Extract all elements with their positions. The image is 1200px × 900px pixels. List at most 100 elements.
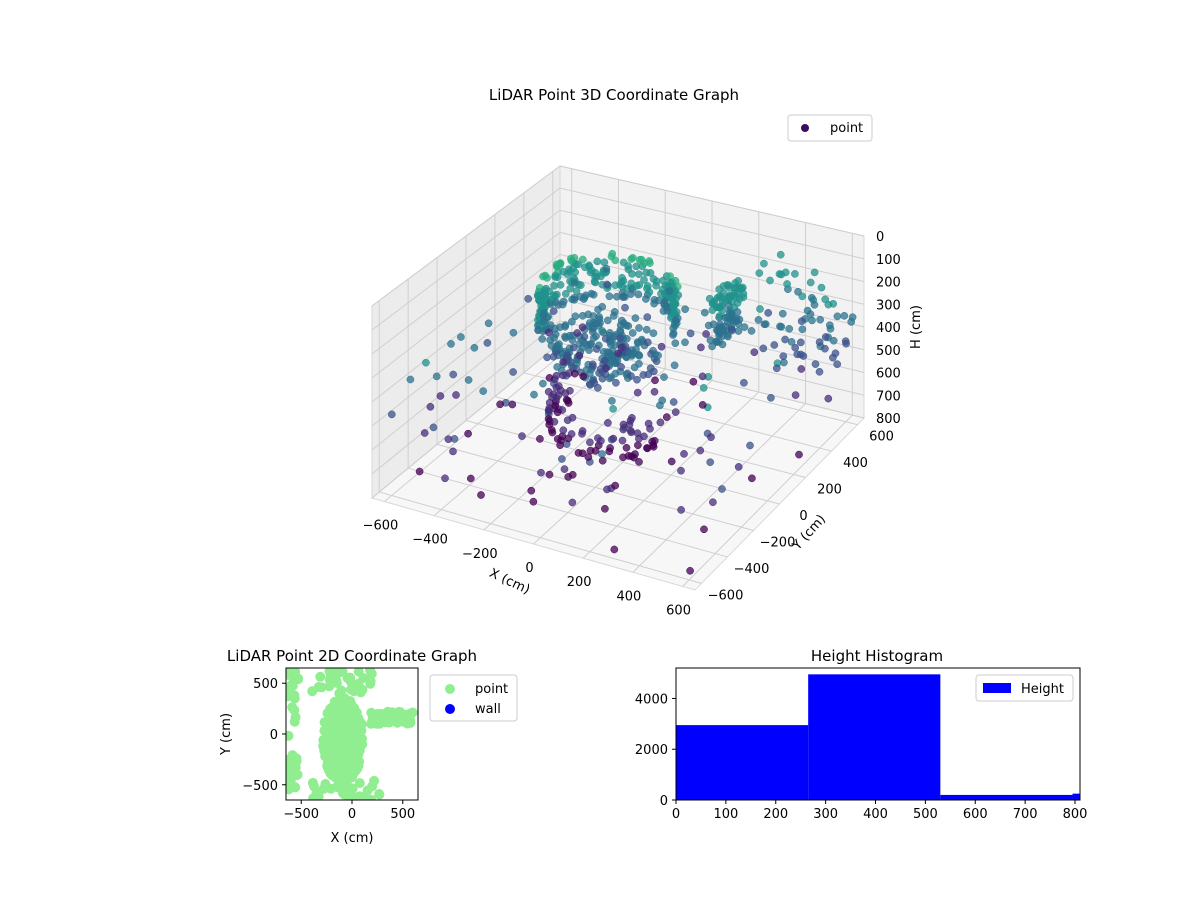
z-tick-3d-8: 800 [876, 412, 901, 427]
grid-left-z-100 [371, 187, 561, 331]
point-3d-245 [556, 259, 564, 268]
x-tick-3d-3: 0 [525, 561, 533, 576]
point-3d-691 [700, 308, 709, 317]
point-3d-665 [698, 401, 707, 409]
point-3d-361 [618, 436, 627, 445]
point-3d-34 [509, 328, 518, 337]
point-3d-425 [605, 331, 614, 340]
grid-left-z-300 [371, 231, 561, 379]
point-3d-783 [766, 276, 774, 285]
point-2d-444 [326, 678, 337, 689]
point-3d-32 [483, 339, 492, 347]
point-3d-489 [628, 329, 637, 337]
point-3d-397 [579, 372, 588, 381]
point-3d-473 [635, 359, 643, 368]
point-3d-457 [602, 364, 610, 373]
point-3d-787 [791, 391, 800, 399]
point-3d-185 [609, 405, 617, 413]
point-3d-749 [734, 277, 743, 285]
grid-back-z-300 [559, 231, 865, 305]
point-3d-790 [781, 268, 790, 277]
point-3d-488 [658, 396, 667, 405]
point-3d-282 [563, 396, 572, 405]
legend-label-point: point [830, 121, 863, 136]
scatter-2d-chart: LiDAR Point 2D Coordinate Graph −500 0 500… [219, 647, 518, 846]
scatter-3d-chart: LiDAR Point 3D Coordinate Graph −600 −400… [363, 86, 924, 618]
point-2d-445 [342, 673, 353, 684]
x-tick-hist-5: 500 [913, 807, 938, 822]
point-3d-823 [824, 394, 833, 403]
point-3d-466 [605, 292, 614, 301]
point-3d-653 [672, 294, 680, 303]
point-2d-415 [286, 682, 294, 693]
point-3d-537 [670, 361, 679, 370]
x-axis-label-2d: X (cm) [331, 831, 374, 846]
point-3d-511 [618, 273, 626, 282]
point-2d-375 [371, 718, 382, 729]
point-3d-520 [680, 450, 688, 458]
point-3d-308 [570, 253, 579, 262]
point-3d-575 [645, 288, 654, 296]
z-tick-3d-0: 0 [876, 230, 884, 245]
y-tick-2d-1: 0 [270, 728, 278, 743]
point-2d-416 [289, 690, 300, 701]
point-3d-715 [702, 330, 710, 338]
point-3d-98 [548, 428, 557, 437]
point-3d-657 [707, 433, 715, 442]
point-3d-544 [617, 343, 626, 352]
point-3d-654 [671, 316, 680, 325]
point-3d-660 [665, 287, 674, 295]
point-3d-311 [606, 444, 614, 452]
point-2d-401 [289, 716, 300, 727]
point-3d-449 [600, 258, 609, 267]
point-3d-430 [631, 450, 639, 458]
point-3d-782 [778, 309, 787, 318]
point-3d-6 [420, 429, 429, 437]
point-3d-251 [559, 358, 568, 366]
point-3d-423 [593, 257, 602, 266]
point-3d-826 [821, 344, 829, 353]
point-3d-785 [779, 352, 788, 361]
point-3d-573 [646, 259, 654, 267]
point-3d-834 [833, 312, 842, 321]
point-3d-229 [553, 273, 562, 282]
point-3d-699 [718, 340, 727, 349]
point-3d-501 [624, 322, 633, 330]
point-3d-839 [848, 313, 857, 322]
histogram-bars [676, 674, 1080, 800]
point-3d-344 [578, 255, 587, 264]
point-3d-634 [671, 339, 680, 348]
point-3d-562 [640, 276, 648, 284]
point-2d-458 [307, 777, 318, 788]
y-tick-3d-2: −200 [760, 535, 796, 550]
histogram-bar-0 [676, 725, 809, 800]
point-3d-234 [586, 438, 594, 447]
point-3d-513 [602, 264, 611, 273]
point-3d-774 [755, 269, 764, 277]
point-3d-271 [590, 379, 599, 387]
point-3d-44 [598, 450, 606, 458]
point-3d-662 [698, 372, 707, 381]
point-3d-627 [662, 413, 671, 421]
point-3d-798 [797, 350, 805, 359]
point-3d-7 [426, 402, 435, 411]
point-3d-376 [575, 351, 584, 360]
point-3d-506 [635, 324, 643, 332]
point-3d-239 [556, 281, 565, 289]
grid-left-z-700 [371, 320, 561, 475]
point-3d-515 [700, 525, 708, 534]
point-3d-378 [573, 329, 582, 337]
point-3d-356 [600, 357, 609, 365]
point-3d-538 [628, 253, 637, 262]
y-tick-hist-1: 2000 [635, 743, 668, 758]
point-3d-415 [603, 316, 612, 325]
y-tick-2d-2: −500 [242, 779, 278, 794]
point-3d-296 [588, 360, 597, 369]
point-3d-313 [571, 268, 580, 277]
point-3d-41 [508, 400, 517, 409]
y-tick-3d-5: 400 [843, 456, 868, 471]
x-tick-hist-2: 200 [763, 807, 788, 822]
point-3d-548 [643, 338, 652, 347]
point-2d-405 [286, 668, 292, 677]
point-3d-414 [628, 414, 636, 422]
